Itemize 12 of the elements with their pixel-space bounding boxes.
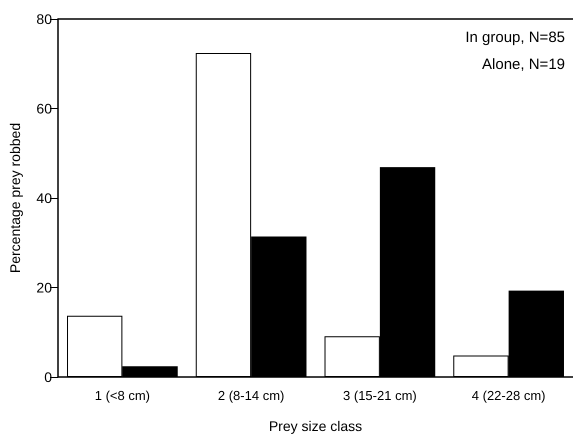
y-axis-title: Percentage prey robbed	[7, 122, 23, 274]
x-tick-label: 3 (15-21 cm)	[343, 388, 417, 403]
x-tick-label: 2 (8-14 cm)	[218, 388, 284, 403]
annotation: In group, N=85	[465, 29, 566, 46]
y-tick-label: 20	[36, 280, 52, 296]
y-tick-label: 60	[36, 100, 52, 116]
annotation: Alone, N=19	[482, 56, 566, 73]
y-tick-label: 40	[36, 190, 52, 206]
x-axis-title: Prey size class	[268, 418, 362, 434]
y-tick-label: 80	[36, 11, 52, 27]
x-tick-label: 4 (22-28 cm)	[472, 388, 546, 403]
x-tick-label: 1 (<8 cm)	[94, 388, 150, 403]
